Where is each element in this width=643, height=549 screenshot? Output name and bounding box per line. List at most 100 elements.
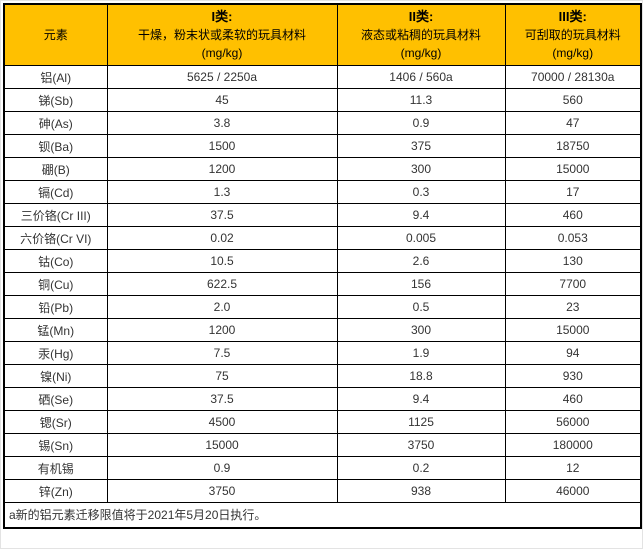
- class2-value-cell: 0.005: [336, 226, 506, 250]
- table-row: 硼(B) 1200 300 15000: [3, 157, 642, 181]
- table-row: 镍(Ni) 75 18.8 930: [3, 364, 642, 388]
- class3-value-cell: 130: [504, 249, 642, 273]
- class3-value-cell: 0.053: [504, 226, 642, 250]
- header-cell-element: 元素: [3, 3, 108, 66]
- table-row: 铝(Al) 5625 / 2250a 1406 / 560a 70000 / 2813…: [3, 65, 642, 89]
- class3-value-cell: 70000 / 28130a: [504, 65, 642, 89]
- element-cell: 锑(Sb): [3, 88, 108, 112]
- class1-value-cell: 0.02: [106, 226, 338, 250]
- table-row: 锑(Sb) 45 11.3 560: [3, 88, 642, 112]
- element-column-label: 元素: [43, 28, 68, 42]
- table-row: 铅(Pb) 2.0 0.5 23: [3, 295, 642, 319]
- element-cell: 砷(As): [3, 111, 108, 135]
- element-cell: 硒(Se): [3, 387, 108, 411]
- element-cell: 钴(Co): [3, 249, 108, 273]
- class1-value-cell: 1.3: [106, 180, 338, 204]
- class2-value-cell: 0.3: [336, 180, 506, 204]
- class2-value-cell: 1125: [336, 410, 506, 434]
- class2-value-cell: 300: [336, 318, 506, 342]
- header-row: 元素 I类: 干燥，粉末状或柔软的玩具材料 (mg/kg) II类: 液态或粘稠…: [3, 3, 642, 66]
- class3-value-cell: 56000: [504, 410, 642, 434]
- element-cell: 镉(Cd): [3, 180, 108, 204]
- class3-title: III类:: [558, 9, 587, 24]
- footnote-text: a新的铝元素迁移限值将于2021年5月20日执行。: [3, 502, 642, 528]
- class1-value-cell: 4500: [106, 410, 338, 434]
- class1-value-cell: 5625 / 2250a: [106, 65, 338, 89]
- class3-value-cell: 460: [504, 203, 642, 227]
- table-row: 汞(Hg) 7.5 1.9 94: [3, 341, 642, 365]
- class3-value-cell: 460: [504, 387, 642, 411]
- class1-value-cell: 622.5: [106, 272, 338, 296]
- class2-value-cell: 1406 / 560a: [336, 65, 506, 89]
- class1-value-cell: 0.9: [106, 456, 338, 480]
- class3-value-cell: 17: [504, 180, 642, 204]
- element-cell: 铅(Pb): [3, 295, 108, 319]
- element-cell: 三价铬(Cr III): [3, 203, 108, 227]
- class3-value-cell: 15000: [504, 157, 642, 181]
- table-row: 铜(Cu) 622.5 156 7700: [3, 272, 642, 296]
- class3-value-cell: 18750: [504, 134, 642, 158]
- class3-value-cell: 15000: [504, 318, 642, 342]
- class1-value-cell: 37.5: [106, 387, 338, 411]
- class2-value-cell: 0.5: [336, 295, 506, 319]
- header-cell-class1: I类: 干燥，粉末状或柔软的玩具材料 (mg/kg): [106, 3, 338, 66]
- table-row: 锌(Zn) 3750 938 46000: [3, 479, 642, 503]
- footnote-row: a新的铝元素迁移限值将于2021年5月20日执行。: [3, 502, 642, 528]
- class2-value-cell: 0.9: [336, 111, 506, 135]
- class1-value-cell: 1500: [106, 134, 338, 158]
- class1-value-cell: 7.5: [106, 341, 338, 365]
- element-migration-limits-table: 元素 I类: 干燥，粉末状或柔软的玩具材料 (mg/kg) II类: 液态或粘稠…: [3, 3, 642, 529]
- class2-value-cell: 156: [336, 272, 506, 296]
- class2-unit: (mg/kg): [400, 46, 442, 60]
- class3-value-cell: 94: [504, 341, 642, 365]
- table-row: 钴(Co) 10.5 2.6 130: [3, 249, 642, 273]
- class2-value-cell: 375: [336, 134, 506, 158]
- table-row: 三价铬(Cr III) 37.5 9.4 460: [3, 203, 642, 227]
- class2-value-cell: 11.3: [336, 88, 506, 112]
- table-row: 镉(Cd) 1.3 0.3 17: [3, 180, 642, 204]
- table-row: 锶(Sr) 4500 1125 56000: [3, 410, 642, 434]
- class1-value-cell: 10.5: [106, 249, 338, 273]
- class3-value-cell: 560: [504, 88, 642, 112]
- class2-value-cell: 0.2: [336, 456, 506, 480]
- class1-value-cell: 1200: [106, 318, 338, 342]
- element-cell: 有机锡: [3, 456, 108, 480]
- table-row: 锰(Mn) 1200 300 15000: [3, 318, 642, 342]
- class3-value-cell: 7700: [504, 272, 642, 296]
- table-row: 钡(Ba) 1500 375 18750: [3, 134, 642, 158]
- class3-value-cell: 23: [504, 295, 642, 319]
- class2-value-cell: 9.4: [336, 387, 506, 411]
- class2-value-cell: 938: [336, 479, 506, 503]
- class1-value-cell: 1200: [106, 157, 338, 181]
- element-cell: 铝(Al): [3, 65, 108, 89]
- class1-title: I类:: [211, 9, 233, 24]
- element-cell: 锌(Zn): [3, 479, 108, 503]
- header-cell-class2: II类: 液态或粘稠的玩具材料 (mg/kg): [336, 3, 506, 66]
- class1-unit: (mg/kg): [201, 46, 243, 60]
- class3-description: 可刮取的玩具材料: [524, 28, 621, 42]
- element-cell: 锡(Sn): [3, 433, 108, 457]
- class1-value-cell: 75: [106, 364, 338, 388]
- table-body: 铝(Al) 5625 / 2250a 1406 / 560a 70000 / 2813…: [3, 65, 642, 503]
- class3-value-cell: 930: [504, 364, 642, 388]
- class2-value-cell: 1.9: [336, 341, 506, 365]
- class2-value-cell: 9.4: [336, 203, 506, 227]
- table-row: 有机锡 0.9 0.2 12: [3, 456, 642, 480]
- class1-value-cell: 3750: [106, 479, 338, 503]
- class3-value-cell: 180000: [504, 433, 642, 457]
- element-cell: 锰(Mn): [3, 318, 108, 342]
- class3-unit: (mg/kg): [552, 46, 594, 60]
- class1-value-cell: 2.0: [106, 295, 338, 319]
- class1-value-cell: 15000: [106, 433, 338, 457]
- class2-value-cell: 3750: [336, 433, 506, 457]
- class1-value-cell: 3.8: [106, 111, 338, 135]
- element-cell: 锶(Sr): [3, 410, 108, 434]
- class2-value-cell: 2.6: [336, 249, 506, 273]
- table-row: 六价铬(Cr VI) 0.02 0.005 0.053: [3, 226, 642, 250]
- class3-value-cell: 12: [504, 456, 642, 480]
- class3-value-cell: 46000: [504, 479, 642, 503]
- element-cell: 铜(Cu): [3, 272, 108, 296]
- class1-value-cell: 45: [106, 88, 338, 112]
- table-row: 硒(Se) 37.5 9.4 460: [3, 387, 642, 411]
